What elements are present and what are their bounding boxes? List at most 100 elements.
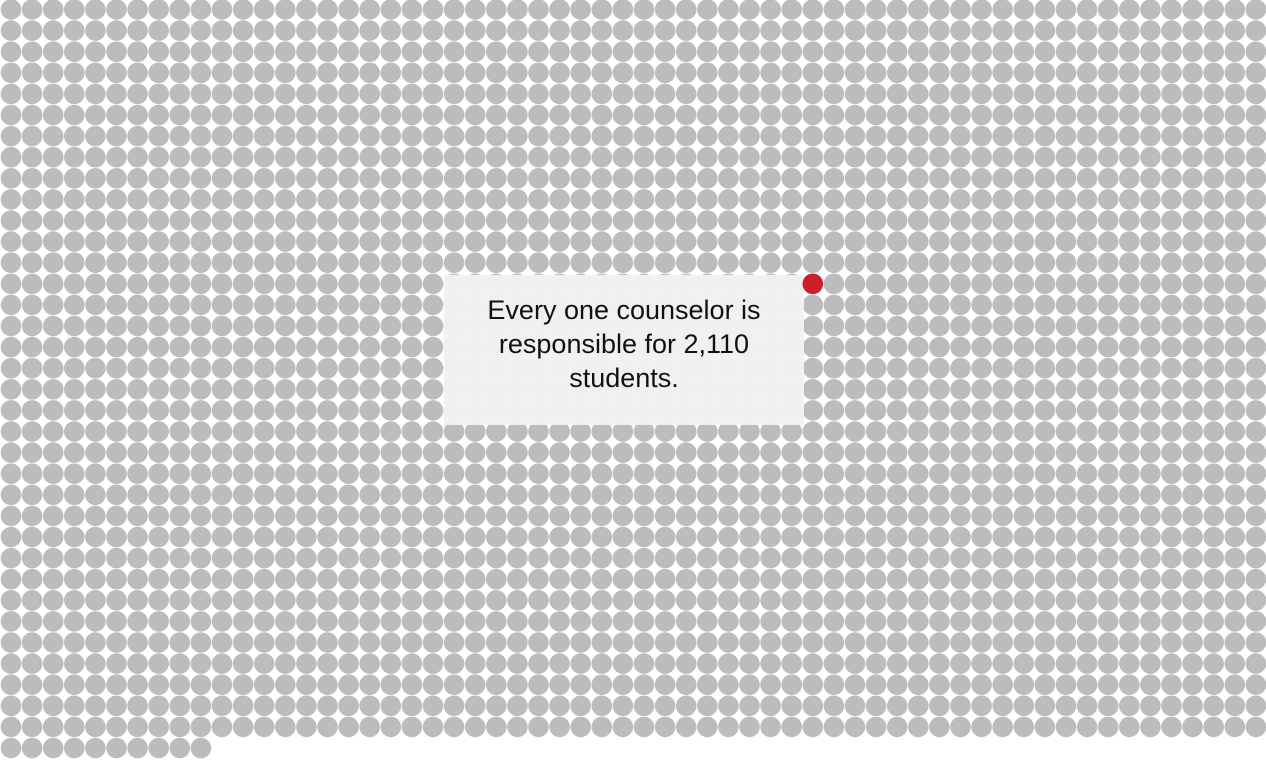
student-dot [844,336,866,358]
student-dot [929,379,950,400]
student-dot [929,104,950,126]
student-dot [992,695,1013,717]
student-dot [464,20,486,41]
student-dot [802,653,824,674]
student-dot [1224,20,1246,41]
student-dot [127,695,148,717]
student-dot [1182,20,1203,41]
student-dot [992,505,1013,527]
student-dot [85,526,106,548]
student-dot [697,210,718,231]
student-dot [1013,674,1035,695]
student-dot [612,442,634,463]
student-dot [697,674,718,695]
student-dot [950,104,971,126]
student-dot [929,315,950,337]
student-dot [971,125,992,147]
student-dot [148,632,169,653]
student-dot [169,463,191,485]
student-dot [422,273,444,295]
student-dot [718,421,739,442]
student-dot [106,400,127,421]
student-dot [42,737,64,759]
student-dot [1013,590,1035,611]
student-dot [317,568,338,590]
student-dot [507,484,528,506]
student-dot [253,83,275,105]
student-dot [0,442,22,463]
student-dot [253,526,275,548]
student-dot [549,505,570,527]
student-dot [253,168,275,189]
student-dot [1055,0,1077,20]
student-dot [296,41,317,62]
student-dot [697,20,718,41]
student-dot [1119,357,1140,379]
student-dot [296,168,317,189]
student-dot [971,590,992,611]
student-dot [1182,505,1203,527]
student-dot [0,41,22,62]
student-dot [528,168,549,189]
student-dot [106,273,127,295]
student-dot [1182,41,1203,62]
student-dot [232,442,254,463]
student-dot [1034,294,1056,316]
student-dot [190,146,212,168]
student-dot [1224,189,1246,210]
student-dot [359,590,381,611]
student-dot [633,252,655,273]
student-dot [1182,674,1203,695]
student-dot [422,568,444,590]
student-dot [380,400,402,421]
student-dot [169,505,191,527]
student-dot [253,590,275,611]
student-dot [971,189,992,210]
student-dot [190,484,212,506]
student-dot [106,568,127,590]
student-dot [106,210,127,231]
student-dot [528,41,549,62]
student-dot [675,421,697,442]
student-dot [908,632,929,653]
student-dot [380,611,402,632]
student-dot [338,168,359,189]
student-dot [443,83,465,105]
student-dot [1034,611,1056,632]
student-dot [739,547,760,569]
student-dot [359,41,381,62]
student-dot [1076,41,1098,62]
student-dot [42,336,64,358]
student-dot [591,442,613,463]
student-dot [211,442,233,463]
student-dot [0,421,22,442]
student-dot [486,484,507,506]
student-dot [971,674,992,695]
student-dot [1097,357,1119,379]
student-dot [401,62,423,84]
student-dot [781,695,802,717]
student-dot [570,611,591,632]
student-dot [823,125,845,147]
student-dot [1245,674,1266,695]
student-dot [802,20,824,41]
student-dot [148,695,169,717]
student-dot [760,674,781,695]
student-dot [486,231,507,252]
student-dot [697,125,718,147]
student-dot [1224,484,1246,506]
student-dot [1245,189,1266,210]
student-dot [591,83,613,105]
student-dot [401,674,423,695]
student-dot [1245,273,1266,295]
student-dot [760,590,781,611]
student-dot [338,0,359,20]
student-dot [275,463,296,485]
student-dot [739,568,760,590]
student-dot [211,463,233,485]
student-dot [1161,505,1182,527]
student-dot [549,611,570,632]
student-dot [1034,146,1056,168]
student-dot [802,421,824,442]
student-dot [718,210,739,231]
